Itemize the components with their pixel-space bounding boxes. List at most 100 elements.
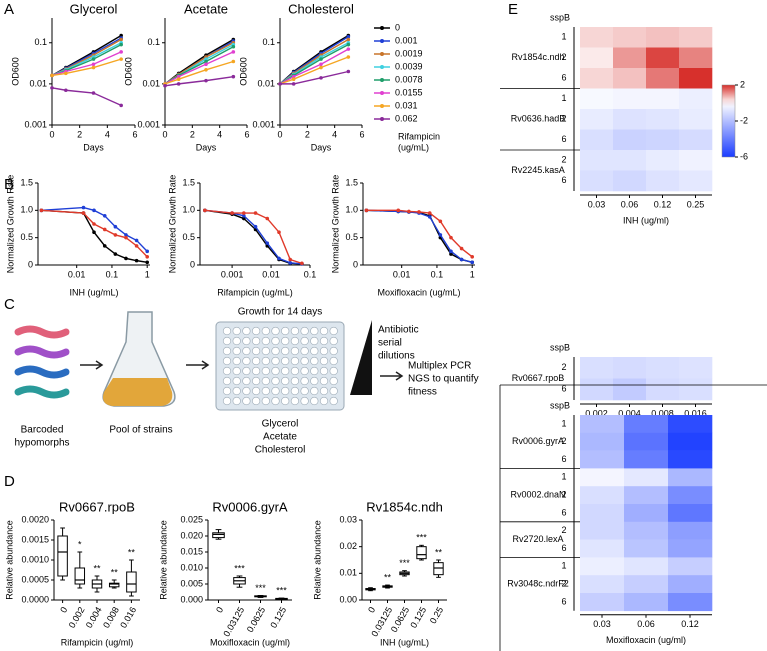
well — [232, 386, 241, 396]
well — [281, 386, 290, 396]
well — [319, 376, 329, 386]
well — [300, 356, 309, 366]
y-tick-label: 0.02 — [339, 541, 357, 551]
well — [271, 396, 280, 406]
heat-cell — [613, 150, 647, 171]
row-label: 1 — [561, 32, 566, 42]
row-header: sspB — [550, 12, 570, 22]
y-tick-label: 0.005 — [180, 578, 203, 588]
data-point — [176, 74, 181, 79]
heat-cell — [624, 415, 669, 434]
data-point — [91, 65, 96, 70]
heat-cell — [613, 129, 647, 151]
heat-cell — [580, 150, 614, 171]
series-line — [41, 209, 148, 258]
heat-cell — [679, 150, 713, 171]
y-axis-label: Normalized Growth Rate — [5, 175, 15, 274]
legend-label: 0.0078 — [395, 74, 423, 84]
well — [281, 356, 290, 366]
heat-cell — [668, 504, 713, 523]
well — [300, 366, 309, 376]
heat-cell — [580, 450, 625, 469]
data-point — [277, 230, 281, 234]
media-label: Glycerol — [262, 419, 299, 430]
colorbar-label: -2 — [740, 115, 748, 125]
well — [310, 336, 319, 346]
series-line — [41, 206, 148, 252]
chart-title: Acetate — [184, 1, 228, 16]
box — [126, 571, 137, 593]
well — [222, 376, 232, 386]
heat-cell — [646, 170, 680, 192]
box — [74, 567, 86, 585]
y-tick-label: 0.5 — [20, 232, 33, 242]
y-tick-label: 0.010 — [180, 562, 203, 572]
data-point — [396, 208, 401, 213]
data-point — [319, 57, 323, 61]
well — [252, 336, 261, 346]
significance: ** — [435, 547, 443, 557]
heat-cell — [679, 27, 713, 48]
heat-cell — [613, 357, 647, 379]
chart-title: Rv1854c.ndh — [366, 499, 443, 514]
data-point — [346, 34, 351, 39]
well — [281, 326, 290, 336]
well — [252, 326, 261, 336]
well — [329, 326, 338, 336]
x-tick-label: 0.016 — [684, 408, 707, 418]
data-point — [102, 244, 107, 248]
series-line — [41, 209, 148, 263]
box — [108, 582, 120, 588]
heat-cell — [624, 450, 669, 469]
y-tick-label: 0.01 — [142, 78, 160, 88]
y-tick-label: 1.0 — [182, 205, 195, 215]
group-label: Rv2720.lexA — [512, 534, 563, 544]
x-tick-label: 0.06 — [637, 619, 655, 629]
data-point — [278, 82, 282, 86]
well — [232, 326, 241, 336]
well — [290, 376, 300, 386]
data-point — [470, 260, 475, 265]
data-point — [265, 241, 270, 245]
step-label: NGS to quantify — [408, 374, 479, 385]
step-label: Pool of strains — [109, 425, 172, 436]
step-label: Antibiotic — [378, 325, 419, 336]
well — [319, 396, 329, 406]
data-point — [230, 211, 234, 215]
group-label: Rv0002.dnaN — [510, 489, 565, 499]
x-tick-label: 0.008 — [101, 605, 121, 630]
row-label: 2 — [561, 362, 566, 372]
legend-title: (ug/mL) — [398, 142, 429, 152]
y-tick-label: 0.5 — [345, 232, 358, 242]
significance: ** — [111, 567, 119, 577]
well — [281, 336, 290, 346]
legend-label: 0.062 — [395, 113, 418, 123]
data-point — [288, 261, 292, 265]
heat-cell — [580, 47, 614, 69]
heat-cell — [613, 47, 647, 69]
heat-cell — [646, 109, 680, 130]
y-tick-label: 0.015 — [180, 546, 203, 556]
heat-cell — [580, 575, 625, 594]
strain — [14, 325, 70, 339]
heat-cell — [580, 539, 625, 558]
well — [242, 356, 251, 366]
well — [222, 356, 232, 366]
data-point — [204, 62, 208, 67]
well — [242, 366, 251, 376]
well — [261, 346, 270, 356]
heat-cell — [580, 432, 625, 451]
data-point — [438, 219, 443, 224]
x-tick-label: 0 — [366, 605, 377, 614]
heat-cell — [624, 575, 669, 594]
series-line — [164, 75, 234, 87]
data-point — [291, 82, 296, 86]
data-point — [231, 59, 236, 64]
x-tick-label: 0.004 — [618, 408, 641, 418]
heat-cell — [668, 415, 713, 434]
heat-cell — [580, 557, 625, 576]
well — [310, 356, 319, 366]
heat-cell — [580, 378, 614, 401]
wells — [222, 326, 338, 406]
